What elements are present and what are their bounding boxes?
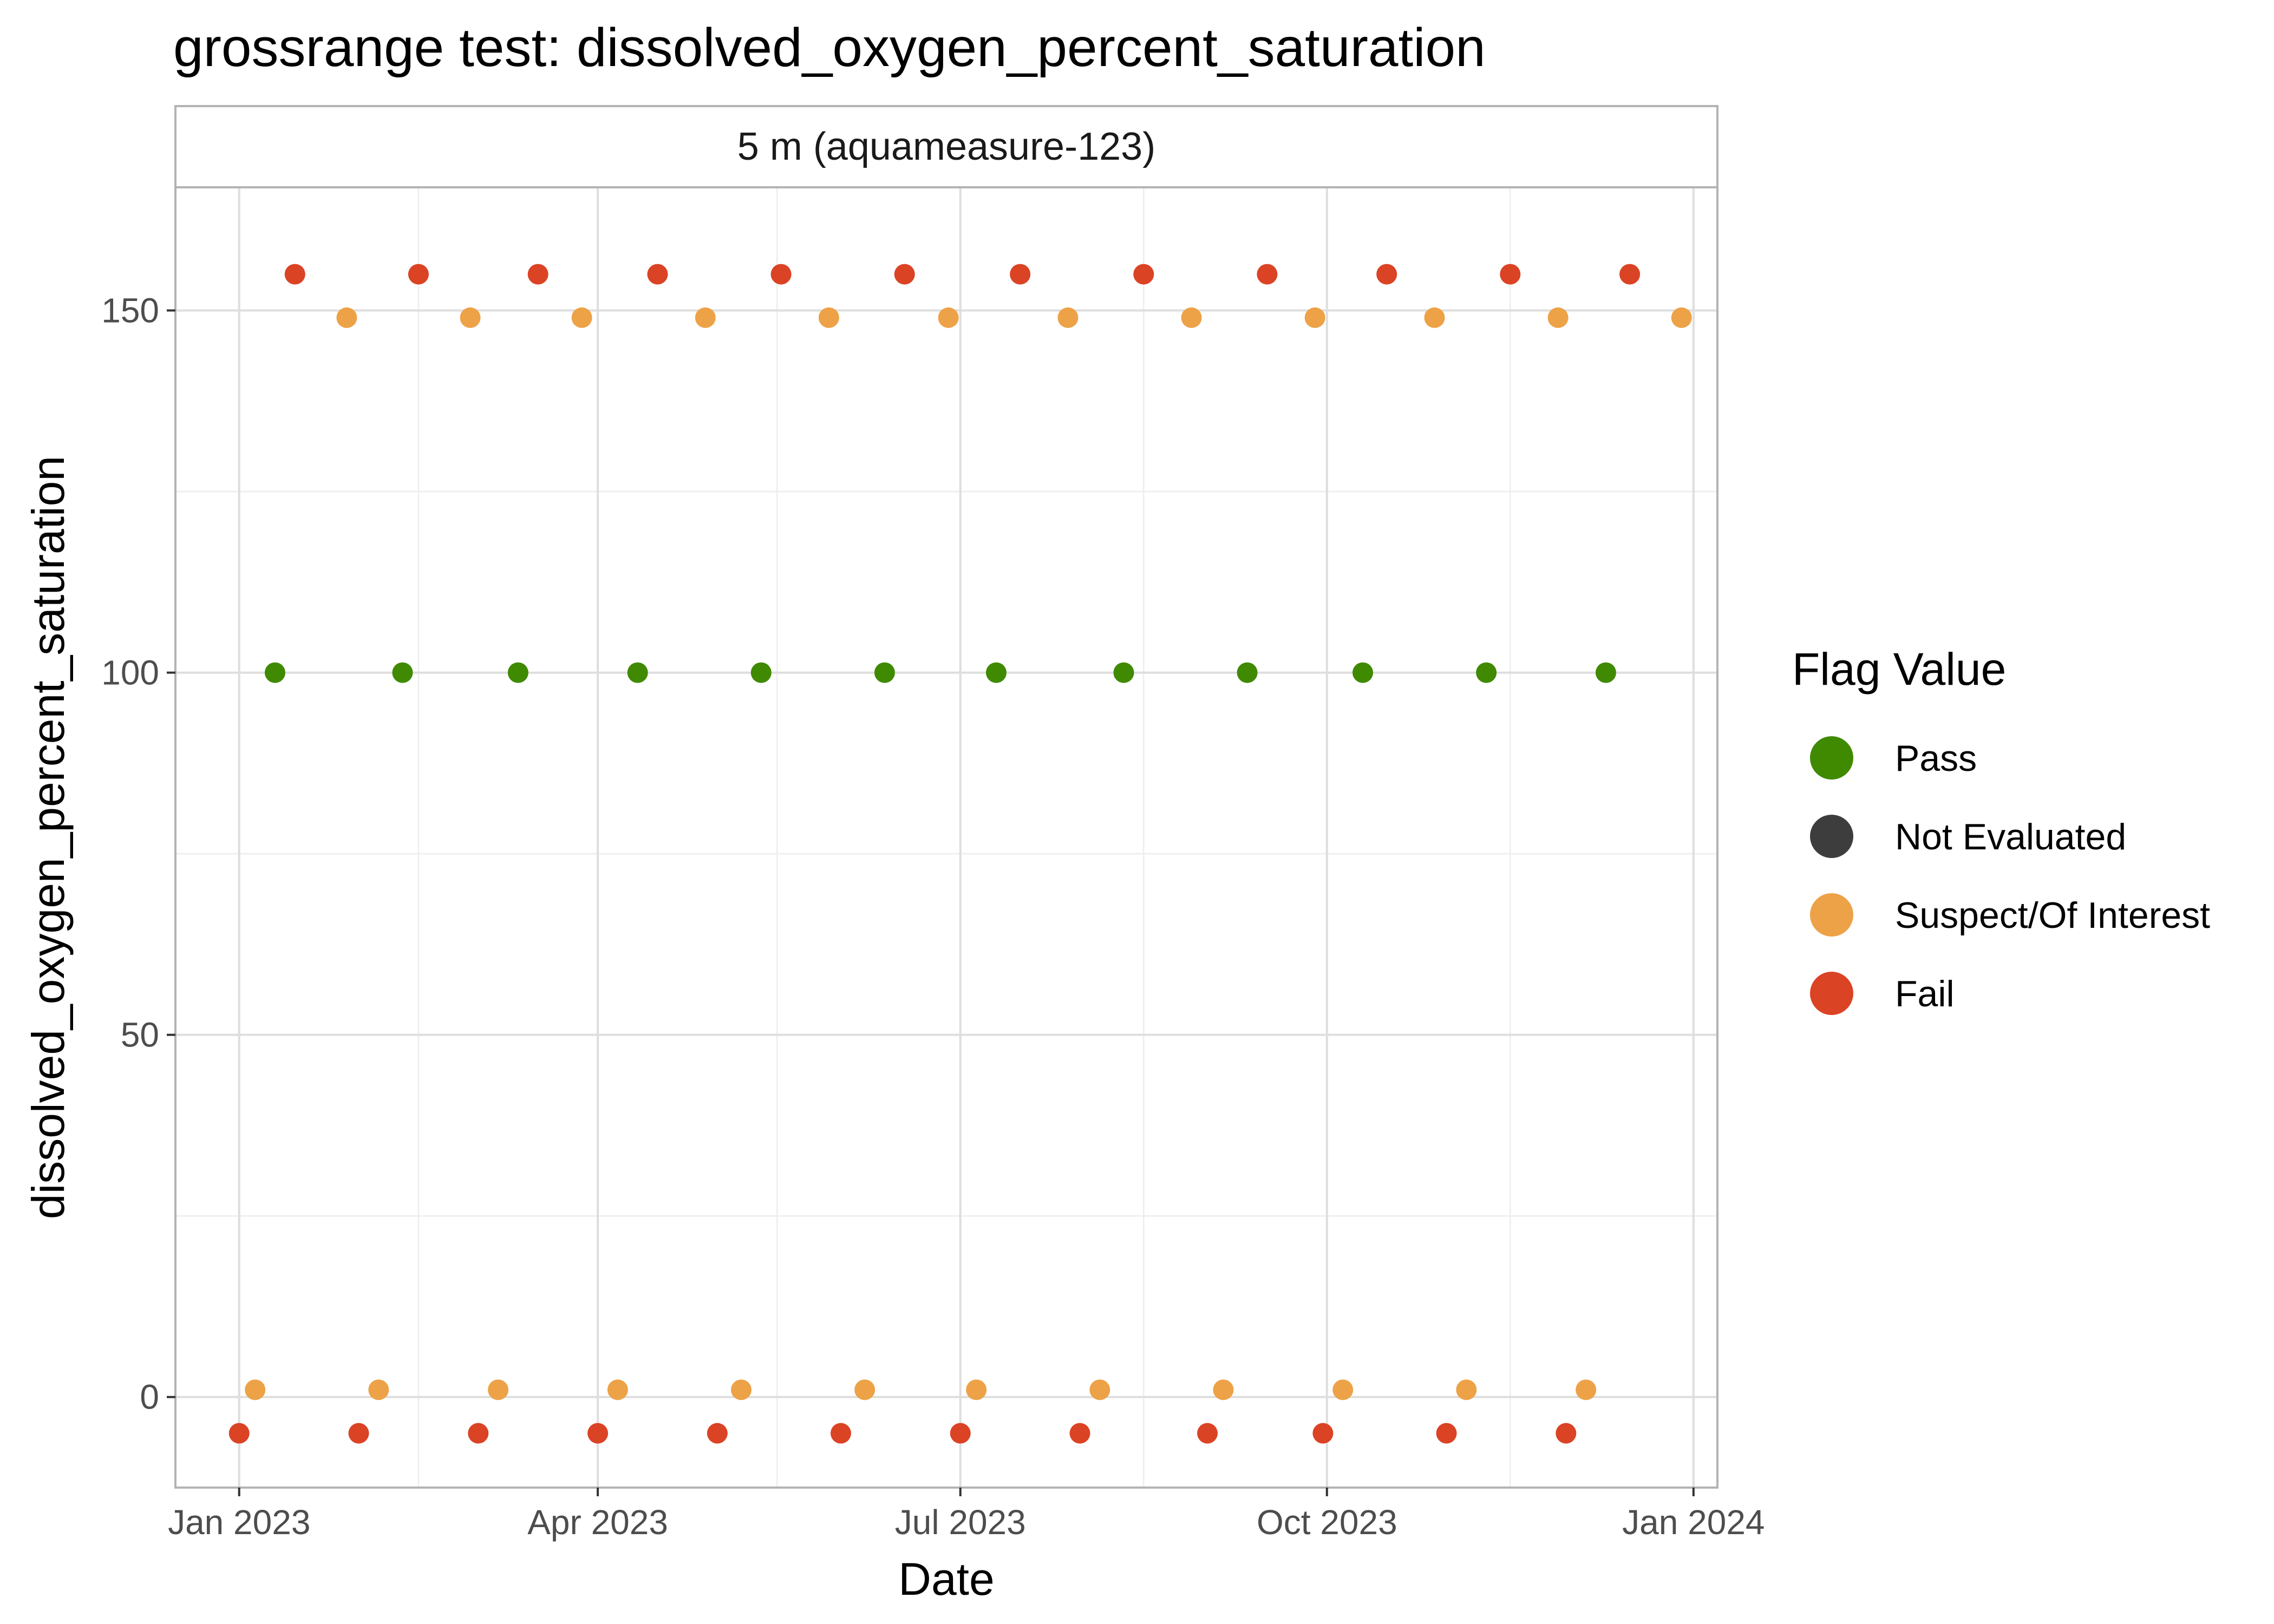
plot-panel-background	[175, 187, 1717, 1488]
data-point	[1312, 1423, 1334, 1444]
data-point	[1556, 1423, 1577, 1444]
y-tick-label: 150	[101, 291, 159, 330]
data-point	[731, 1379, 752, 1400]
legend: Flag Value Pass Not Evaluated Suspect/Of I…	[1792, 644, 2210, 1015]
legend-label: Pass	[1895, 738, 1977, 779]
legend-swatch	[1810, 972, 1853, 1015]
data-point	[527, 264, 548, 285]
data-point	[1595, 662, 1616, 683]
data-point	[1133, 264, 1154, 285]
data-point	[507, 662, 528, 683]
facet-strip: 5 m (aquameasure-123)	[174, 105, 1718, 188]
data-point	[571, 307, 592, 328]
legend-entries: Pass Not Evaluated Suspect/Of Interest Fail	[1810, 736, 2210, 1015]
data-point	[818, 307, 839, 328]
data-point	[894, 264, 915, 285]
plot-panel	[174, 186, 1718, 1489]
data-point	[1057, 307, 1079, 328]
data-point	[264, 662, 285, 683]
data-point	[1376, 264, 1397, 285]
data-point	[1619, 264, 1641, 285]
data-point	[874, 662, 895, 683]
plot-panel-border	[174, 186, 1718, 1489]
data-point	[587, 1423, 609, 1444]
data-point	[1352, 662, 1374, 683]
data-point	[695, 307, 716, 328]
data-point	[1113, 662, 1134, 683]
data-point	[1069, 1423, 1090, 1444]
data-point	[627, 662, 648, 683]
data-point	[1671, 307, 1692, 328]
data-point	[1456, 1379, 1477, 1400]
data-point	[750, 662, 772, 683]
data-point	[854, 1379, 875, 1400]
x-tick-label: Jul 2023	[895, 1503, 1026, 1542]
data-point	[368, 1379, 389, 1400]
data-point	[1304, 307, 1325, 328]
legend-swatch	[1810, 893, 1853, 937]
data-point	[1547, 307, 1569, 328]
data-point	[460, 307, 481, 328]
y-axis-title: dissolved_oxygen_percent_saturation	[23, 456, 74, 1219]
data-point	[1576, 1379, 1597, 1400]
data-point	[770, 264, 792, 285]
x-tick-label: Jan 2024	[1622, 1503, 1765, 1542]
data-point	[284, 264, 305, 285]
data-point	[707, 1423, 728, 1444]
facet-strip-box	[174, 105, 1718, 188]
x-tick-label: Apr 2023	[527, 1503, 668, 1542]
data-point	[336, 307, 357, 328]
data-point	[392, 662, 413, 683]
data-point	[408, 264, 429, 285]
x-tick-label: Jan 2023	[168, 1503, 310, 1542]
data-point	[468, 1423, 489, 1444]
data-points	[228, 264, 1692, 1444]
x-axis: Jan 2023 Apr 2023 Jul 2023 Oct 2023 Jan 2024	[168, 1488, 1765, 1542]
legend-swatch	[1810, 815, 1853, 858]
data-point	[1197, 1423, 1218, 1444]
data-point	[1476, 662, 1497, 683]
data-point	[966, 1379, 987, 1400]
data-point	[950, 1423, 971, 1444]
legend-label: Fail	[1895, 973, 1955, 1014]
data-point	[938, 307, 959, 328]
minor-gridlines	[175, 187, 1717, 1488]
data-point	[607, 1379, 628, 1400]
legend-swatch	[1810, 736, 1853, 780]
data-point	[1500, 264, 1521, 285]
data-point	[348, 1423, 369, 1444]
legend-label: Suspect/Of Interest	[1895, 895, 2210, 936]
y-tick-label: 50	[121, 1016, 159, 1055]
y-tick-label: 100	[101, 653, 159, 692]
data-point	[1010, 264, 1031, 285]
data-point	[488, 1379, 509, 1400]
legend-label: Not Evaluated	[1895, 816, 2126, 857]
data-point	[228, 1423, 250, 1444]
facet-strip-label: 5 m (aquameasure-123)	[737, 125, 1155, 168]
data-point	[1436, 1423, 1457, 1444]
chart-title: grossrange test: dissolved_oxygen_percen…	[173, 17, 1486, 78]
legend-title: Flag Value	[1792, 644, 2006, 695]
data-point	[830, 1423, 851, 1444]
data-point	[647, 264, 668, 285]
data-point	[1424, 307, 1445, 328]
data-point	[1257, 264, 1278, 285]
x-tick-label: Oct 2023	[1257, 1503, 1397, 1542]
data-point	[1089, 1379, 1110, 1400]
data-point	[1237, 662, 1258, 683]
data-point	[1332, 1379, 1354, 1400]
major-gridlines	[175, 187, 1717, 1488]
data-point	[985, 662, 1007, 683]
data-point	[245, 1379, 266, 1400]
data-point	[1181, 307, 1202, 328]
y-axis: 0 50 100 150	[101, 291, 175, 1417]
data-point	[1213, 1379, 1234, 1400]
x-axis-title: Date	[898, 1554, 994, 1605]
y-tick-label: 0	[140, 1378, 159, 1417]
